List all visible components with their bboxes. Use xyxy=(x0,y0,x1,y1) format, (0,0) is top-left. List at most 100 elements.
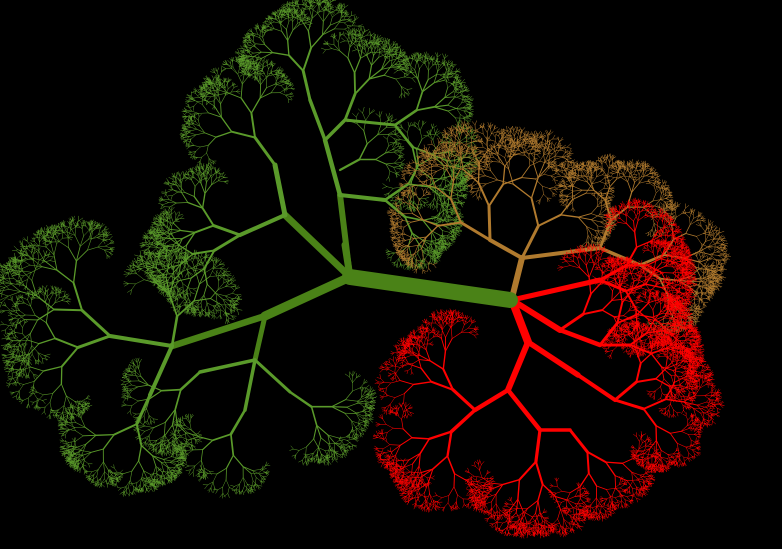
branch xyxy=(79,238,89,247)
branch xyxy=(5,325,10,331)
branch xyxy=(63,219,65,225)
branch xyxy=(8,291,21,297)
branch xyxy=(16,260,24,263)
branch xyxy=(331,406,348,408)
branch xyxy=(33,250,38,254)
branch xyxy=(26,240,32,247)
branch xyxy=(176,202,189,204)
branch xyxy=(44,238,47,248)
branch xyxy=(17,260,21,264)
branch xyxy=(10,283,21,292)
branch xyxy=(15,280,21,282)
branch xyxy=(0,277,6,282)
branch xyxy=(22,271,33,281)
branch xyxy=(64,225,72,229)
branch xyxy=(19,253,24,261)
branch xyxy=(55,234,60,243)
branch xyxy=(22,260,31,266)
branch xyxy=(35,359,40,362)
branch xyxy=(72,281,83,312)
branch xyxy=(23,285,27,290)
branch xyxy=(1,305,7,307)
branch xyxy=(16,266,23,272)
branch xyxy=(8,289,21,292)
branch xyxy=(43,227,45,233)
branch xyxy=(56,233,61,238)
branch xyxy=(96,237,103,241)
branch xyxy=(63,225,67,233)
branch xyxy=(8,269,14,279)
branch xyxy=(34,248,39,254)
branch xyxy=(0,295,9,301)
branch xyxy=(23,351,26,358)
branch xyxy=(43,236,47,241)
branch xyxy=(28,353,33,361)
branch-main-left xyxy=(260,272,355,321)
branch xyxy=(37,352,45,356)
branch xyxy=(44,231,50,233)
branch xyxy=(29,241,33,246)
branch xyxy=(21,358,24,364)
branch xyxy=(67,229,71,238)
branch xyxy=(69,220,71,225)
branch xyxy=(0,270,3,273)
branch xyxy=(11,272,17,277)
branch xyxy=(22,238,28,242)
branch xyxy=(68,237,73,241)
branch xyxy=(54,231,61,234)
branch xyxy=(47,255,54,258)
branch xyxy=(41,232,44,239)
branch xyxy=(18,265,20,271)
branch xyxy=(19,240,23,246)
branch xyxy=(44,250,48,257)
branch xyxy=(53,230,58,233)
branch xyxy=(0,344,7,346)
branch xyxy=(31,353,36,361)
branch xyxy=(67,221,71,225)
branch xyxy=(1,337,7,340)
branch xyxy=(17,249,25,252)
branch xyxy=(0,286,6,288)
branch xyxy=(47,251,51,258)
branch xyxy=(82,434,97,437)
branch xyxy=(44,234,48,238)
branch xyxy=(83,219,85,225)
branch xyxy=(95,433,115,436)
branch xyxy=(53,235,57,245)
branch xyxy=(11,283,25,286)
branch xyxy=(6,337,13,341)
branch xyxy=(0,265,3,267)
branch xyxy=(20,244,25,247)
branch xyxy=(41,226,44,232)
branch xyxy=(0,302,3,303)
branch xyxy=(68,247,77,262)
branch xyxy=(27,272,32,280)
branch xyxy=(80,308,112,338)
branch xyxy=(33,233,38,238)
branch xyxy=(4,264,10,267)
branch xyxy=(11,270,17,275)
branch xyxy=(31,266,43,273)
branch xyxy=(70,221,73,229)
branch xyxy=(4,272,8,278)
branch xyxy=(42,239,47,242)
branch xyxy=(23,247,28,250)
branch xyxy=(52,237,60,243)
branch xyxy=(108,334,174,348)
branch xyxy=(35,359,39,364)
branch xyxy=(12,249,19,252)
branch xyxy=(31,345,39,353)
branch xyxy=(52,229,58,231)
branch xyxy=(16,258,21,261)
branch xyxy=(74,235,81,247)
branch xyxy=(56,269,75,284)
branch xyxy=(23,357,27,362)
branch xyxy=(37,352,43,359)
branch xyxy=(10,271,17,274)
branch xyxy=(2,282,13,284)
branch xyxy=(35,359,38,365)
branch xyxy=(45,246,55,256)
branch xyxy=(58,226,61,232)
branch xyxy=(0,282,3,285)
branch xyxy=(38,241,40,251)
